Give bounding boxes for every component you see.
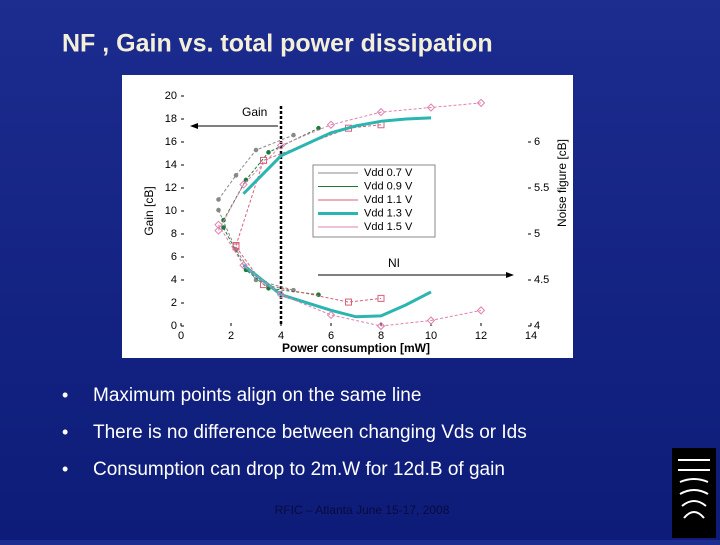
y-tick-label: 18 — [165, 113, 177, 125]
data-point — [377, 294, 385, 302]
y-tick-label: 8 — [171, 228, 177, 240]
legend-label: Vdd 0.7 V — [364, 167, 413, 179]
bullet-dot: • — [62, 385, 68, 405]
bullet-text: Maximum points align on the same line — [93, 385, 421, 406]
legend-label: Vdd 1.5 V — [364, 221, 413, 233]
data-point — [276, 290, 286, 299]
y-tick-label: 14 — [165, 159, 177, 171]
data-point — [426, 316, 436, 325]
x-tick-label: 6 — [328, 330, 334, 342]
footer: RFIC – Atlanta June 15-17, 2008 — [275, 503, 450, 517]
y-tick-label: 12 — [165, 182, 177, 194]
y-axis-label: Gain [cB] — [142, 186, 156, 235]
data-point — [326, 120, 336, 129]
legend-label: Vdd 0.9 V — [364, 180, 413, 192]
data-point — [232, 243, 240, 251]
bullet-dot: • — [62, 422, 68, 442]
data-point — [345, 298, 352, 306]
data-point — [221, 225, 226, 230]
data-point — [253, 147, 259, 153]
data-line — [235, 246, 382, 303]
x-tick-label: 8 — [378, 330, 384, 342]
legend-label: Vdd 1.1 V — [364, 194, 413, 206]
x-tick-label: 14 — [525, 330, 537, 342]
arrow-head — [190, 123, 198, 129]
bullet-text: Consumption can drop to 2m.W for 12d.B o… — [93, 459, 505, 480]
data-point — [239, 261, 248, 270]
data-point — [216, 197, 221, 202]
data-point — [476, 98, 486, 108]
arrow-head — [506, 272, 514, 278]
y-tick-label: 2 — [171, 297, 177, 309]
legend-label: Vdd 1.3 V — [364, 207, 413, 219]
y2-tick-label: 5 — [534, 228, 540, 240]
data-point — [233, 173, 239, 178]
data-point — [376, 107, 386, 117]
data-point — [291, 132, 296, 138]
annotation: Gain — [242, 105, 267, 119]
data-point — [216, 207, 221, 213]
data-point — [266, 150, 271, 155]
x-tick-label: 0 — [178, 330, 184, 342]
y-tick-label: 16 — [165, 136, 177, 148]
data-line — [218, 224, 482, 327]
data-point — [376, 321, 386, 331]
x-axis-label: Power consumption [mW] — [282, 341, 430, 355]
y2-tick-label: 4.5 — [534, 274, 549, 286]
legend-box — [312, 164, 436, 238]
bullet-text: There is no difference between changing … — [93, 422, 527, 443]
x-tick-label: 4 — [278, 330, 284, 342]
x-tick-label: 12 — [475, 330, 487, 342]
y2-tick-label: 6 — [534, 136, 540, 148]
y2-axis-label: Noise figure [cB] — [555, 139, 569, 227]
data-point — [426, 103, 436, 112]
data-line — [242, 116, 432, 195]
data-point — [476, 306, 486, 315]
y-tick-label: 20 — [165, 90, 177, 102]
data-point — [276, 141, 286, 150]
data-line — [235, 124, 382, 246]
y-tick-label: 0 — [171, 320, 177, 332]
data-point — [326, 310, 336, 320]
annotation: NI — [388, 256, 400, 270]
bullet-dot: • — [62, 459, 68, 479]
y2-tick-label: 5.5 — [534, 182, 549, 194]
data-point — [214, 220, 223, 230]
slide-title: NF , Gain vs. total power dissipation — [62, 30, 493, 58]
y-tick-label: 4 — [171, 274, 177, 286]
data-line — [218, 102, 482, 231]
x-tick-label: 2 — [228, 330, 234, 342]
y2-tick-label: 4 — [534, 320, 540, 332]
data-line — [218, 134, 294, 200]
data-point — [239, 180, 248, 189]
data-line — [223, 227, 319, 296]
x-tick-label: 10 — [425, 330, 437, 342]
y-tick-label: 6 — [171, 251, 177, 263]
y-tick-label: 10 — [165, 205, 177, 217]
logo — [672, 448, 716, 538]
